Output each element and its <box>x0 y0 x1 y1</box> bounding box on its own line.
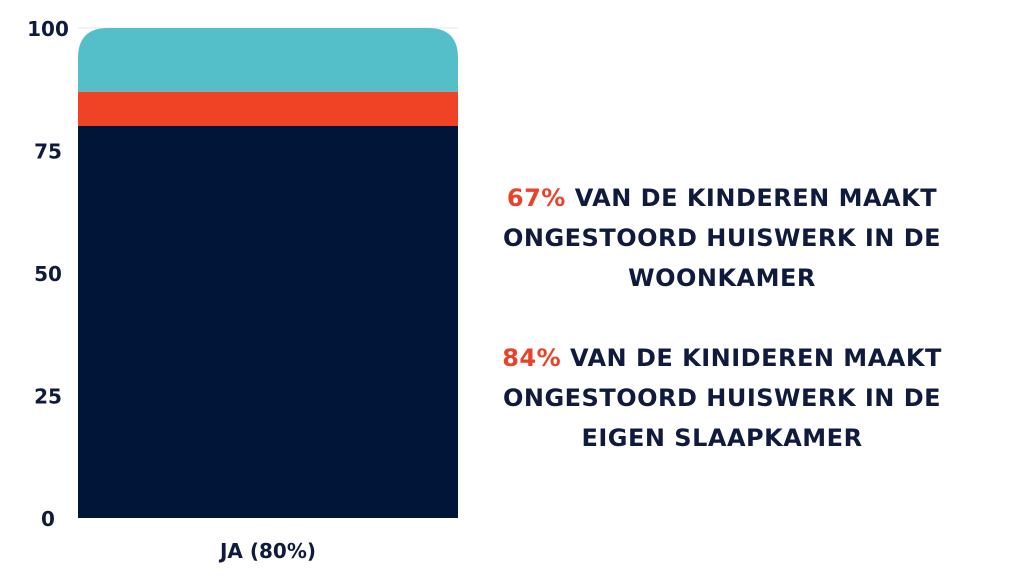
y-axis-ticks: 0 25 50 75 100 <box>27 17 69 531</box>
y-tick-label: 0 <box>41 507 55 531</box>
stat-woonkamer: 67% van de kinderen maakt ongestoord hui… <box>462 178 982 298</box>
stacked-bar-chart: 0 25 50 75 100 JA (80%) <box>27 17 458 563</box>
y-tick-label: 25 <box>34 385 62 409</box>
bar-segment-1 <box>78 126 458 518</box>
stat-woonkamer-text: van de kinderen maakt ongestoord huiswer… <box>502 184 942 292</box>
bar-segment-2 <box>78 91 458 126</box>
stat-slaapkamer-text: van de kinideren maakt ongestoord huiswe… <box>502 344 942 452</box>
stat-slaapkamer: 84% van de kinideren maakt ongestoord hu… <box>462 338 982 458</box>
y-tick-label: 100 <box>27 17 69 41</box>
category-label: JA (80%) <box>218 539 316 563</box>
bar-group <box>78 28 458 518</box>
y-tick-label: 50 <box>34 262 62 286</box>
y-tick-label: 75 <box>34 140 62 164</box>
stat-woonkamer-percent: 67% <box>506 184 566 212</box>
bar-segment-3 <box>78 28 458 92</box>
stat-slaapkamer-percent: 84% <box>502 344 562 372</box>
